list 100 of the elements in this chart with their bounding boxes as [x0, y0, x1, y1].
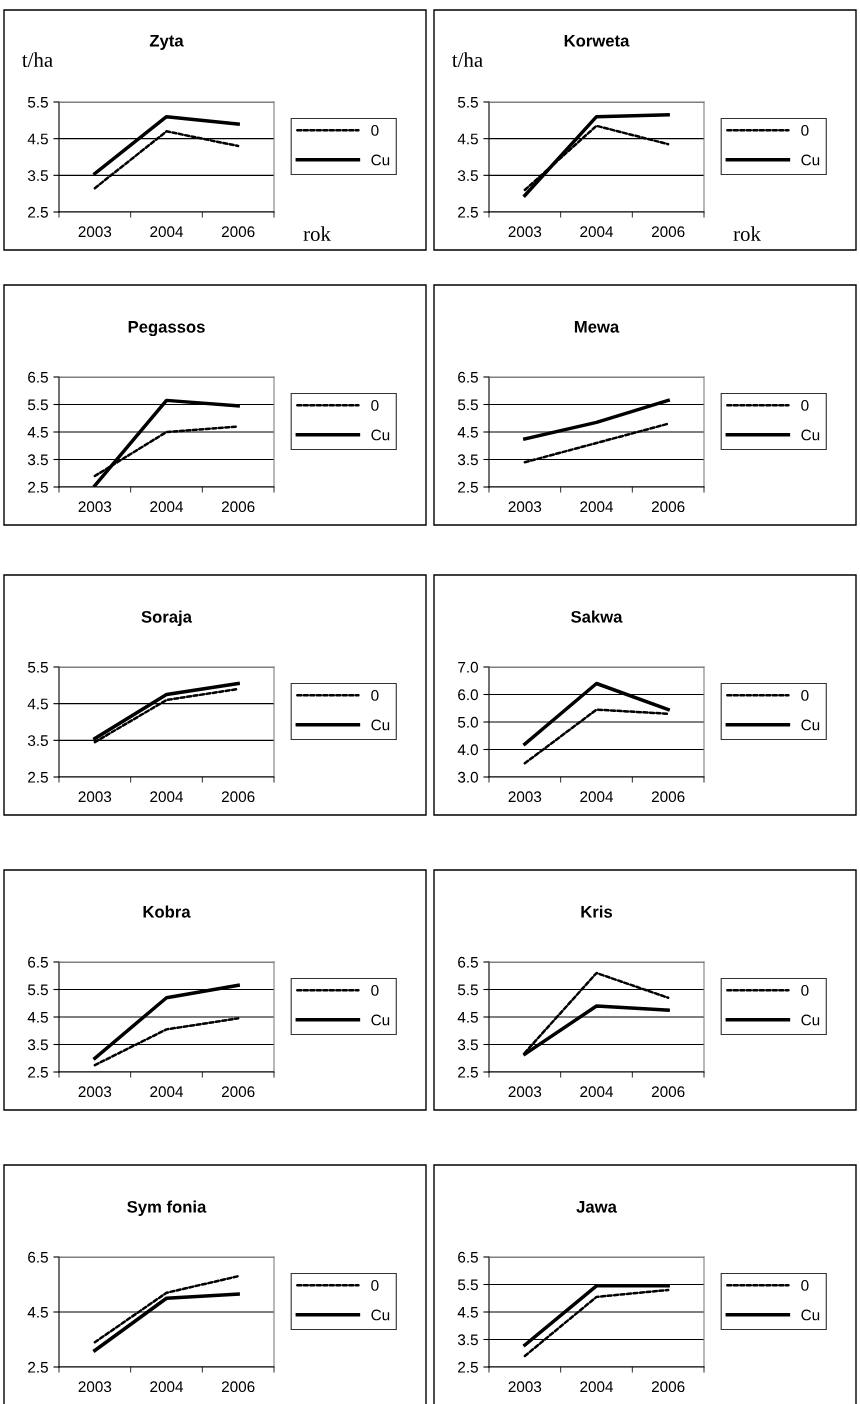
x-tick-label: 2004 [150, 1381, 184, 1393]
y-tick-label: 5.5 [27, 984, 48, 996]
y-tick-label: 2.5 [28, 771, 48, 783]
y-tick-label: 6.0 [458, 689, 478, 701]
y-tick-label: 3.5 [457, 170, 478, 182]
x-tick-label: 2003 [508, 226, 542, 238]
legend-label: Cu [371, 429, 390, 441]
legend-label: Cu [801, 1309, 820, 1321]
legend-label: Cu [371, 719, 390, 731]
x-tick-label: 2003 [508, 1381, 542, 1393]
y-tick-label: 6.5 [458, 371, 478, 383]
y-tick-label: 6.5 [28, 956, 48, 968]
legend-label: 0 [801, 690, 809, 701]
x-tick-label: 2004 [580, 791, 614, 803]
x-tick-label: 2006 [651, 791, 685, 803]
y-tick-label: 4.5 [457, 133, 478, 145]
x-tick-label: 2003 [78, 1086, 112, 1098]
y-tick-label: 5.5 [27, 97, 48, 108]
legend-label: Cu [801, 154, 820, 166]
y-tick-label: 3.5 [457, 454, 478, 466]
chart-title: Kris [581, 905, 613, 918]
legend-label: 0 [371, 125, 379, 136]
y-tick-label: 3.5 [457, 1334, 478, 1346]
x-tick-label: 2006 [221, 501, 255, 513]
legend-label: 0 [371, 985, 379, 996]
x-tick-label: 2006 [221, 791, 255, 803]
x-tick-label: 2004 [580, 1086, 614, 1098]
chart-title: Zyta [149, 34, 184, 50]
y-tick-label: 2.5 [458, 481, 478, 493]
x-tick-label: 2003 [78, 1381, 112, 1393]
x-tick-label: 2006 [221, 1381, 255, 1393]
chart-title: Sym fonia [127, 1200, 207, 1217]
x-tick-label: 2004 [150, 1086, 184, 1098]
y-tick-label: 6.5 [458, 956, 478, 968]
y-tick-label: 3.5 [27, 1039, 48, 1051]
y-tick-label: 3.5 [457, 1039, 478, 1051]
chart-title: Mewa [574, 321, 620, 333]
legend-label: 0 [371, 400, 379, 411]
y-tick-label: 6.5 [458, 1251, 478, 1263]
x-tick-label: 2003 [508, 791, 542, 803]
y-tick-label: 4.0 [457, 744, 478, 756]
x-tick-label: 2003 [508, 1086, 542, 1098]
chart-title: Pegassos [128, 321, 205, 337]
y-tick-label: 5.5 [27, 662, 48, 673]
y-tick-label: 2.5 [28, 1361, 48, 1373]
chart-title: Soraja [141, 610, 193, 627]
x-tick-label: 2004 [150, 791, 184, 803]
legend-label: 0 [801, 1280, 809, 1291]
x-axis-title: rok [303, 226, 331, 241]
x-axis-title: rok [733, 226, 761, 241]
x-tick-label: 2003 [78, 226, 112, 238]
y-tick-label: 2.5 [28, 206, 48, 218]
x-tick-label: 2004 [150, 226, 184, 238]
y-tick-label: 5.5 [457, 1279, 478, 1291]
y-tick-label: 5.5 [457, 399, 478, 411]
y-axis-title: t/ha [452, 52, 483, 67]
chart-title: Korweta [564, 34, 630, 47]
y-tick-label: 4.5 [27, 698, 48, 710]
legend-label: 0 [371, 690, 379, 701]
y-axis-title: t/ha [22, 52, 53, 67]
x-tick-label: 2004 [150, 501, 184, 513]
chart-title: Jawa [576, 1201, 617, 1213]
legend-label: Cu [371, 1014, 390, 1026]
x-tick-label: 2003 [78, 501, 112, 513]
y-tick-label: 3.5 [27, 170, 48, 182]
legend-label: Cu [371, 1309, 390, 1321]
y-tick-label: 2.5 [458, 1066, 478, 1078]
y-tick-label: 4.5 [27, 1012, 48, 1023]
y-tick-label: 4.5 [457, 1012, 478, 1023]
x-tick-label: 2003 [78, 791, 112, 803]
y-tick-label: 4.5 [27, 133, 48, 145]
x-tick-label: 2004 [580, 226, 614, 238]
y-tick-label: 4.5 [457, 427, 478, 438]
y-tick-label: 5.5 [27, 399, 48, 411]
y-tick-label: 4.5 [27, 427, 48, 438]
chart-title: Kobra [143, 905, 191, 918]
y-tick-label: 3.5 [27, 454, 48, 466]
chart-title: Sakwa [571, 610, 623, 623]
y-tick-label: 4.5 [457, 1307, 478, 1318]
y-tick-label: 7.0 [458, 661, 478, 673]
legend-label: Cu [801, 1014, 820, 1026]
y-tick-label: 2.5 [28, 1066, 48, 1078]
x-tick-label: 2006 [651, 226, 685, 238]
y-tick-label: 2.5 [458, 206, 478, 218]
y-tick-label: 6.5 [28, 371, 48, 383]
y-tick-label: 2.5 [28, 481, 48, 493]
y-tick-label: 5.5 [457, 984, 478, 996]
x-tick-label: 2006 [651, 1086, 685, 1098]
y-tick-label: 5.5 [457, 97, 478, 108]
legend-label: 0 [801, 400, 809, 411]
x-tick-label: 2006 [221, 226, 255, 238]
y-tick-label: 3.0 [457, 771, 478, 783]
y-tick-label: 6.5 [28, 1251, 48, 1263]
legend-label: Cu [371, 154, 390, 166]
legend-label: 0 [801, 125, 809, 136]
legend-label: 0 [801, 985, 809, 996]
legend-label: Cu [801, 429, 820, 441]
x-tick-label: 2006 [651, 501, 685, 513]
y-tick-label: 5.0 [457, 716, 478, 728]
legend-label: 0 [371, 1280, 379, 1291]
